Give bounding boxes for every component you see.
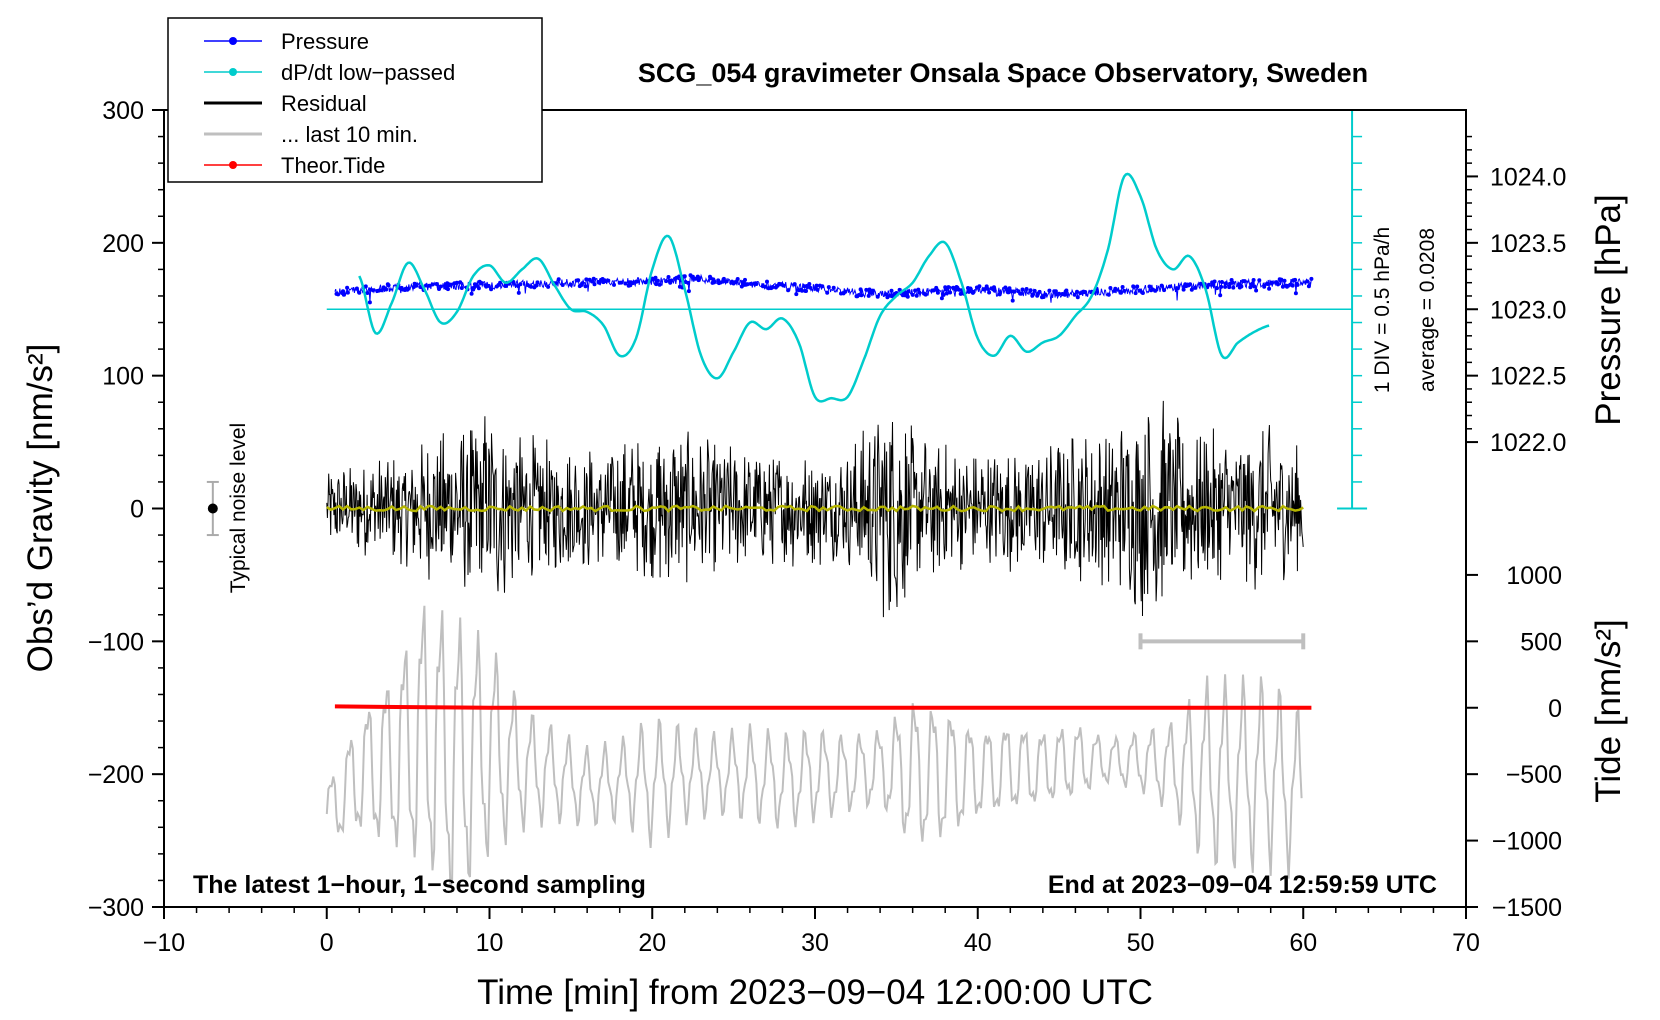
tide-series-layer: [334, 704, 1312, 710]
pressure-tick-label: 1022.0: [1490, 429, 1566, 457]
legend: Pressure dP/dt low−passed Residual ... last…: [167, 17, 543, 183]
y-tick-label: −300: [88, 894, 144, 922]
tide-axis-title: Tide [nm/s²]: [1589, 619, 1628, 802]
noise-point: [207, 503, 218, 514]
tide-tick-label: −500: [1506, 761, 1562, 789]
legend-label: Residual: [281, 91, 367, 116]
y-axis-title: Obs’d Gravity [nm/s²]: [21, 344, 60, 673]
annotation-layer: [206, 480, 1306, 650]
x-tick-label: 60: [1289, 929, 1317, 957]
noise-level-label: Typical noise level: [227, 423, 250, 593]
y-tick-label: −200: [88, 761, 144, 789]
chart-title: SCG_054 gravimeter Onsala Space Observat…: [638, 58, 1368, 88]
axes-layer: −10 0 10 20 30 40 50 60 70−300−200−1000100200300…: [88, 97, 1567, 957]
y-tick-label: 0: [130, 496, 144, 524]
x-axis-title: Time [min] from 2023−09−04 12:00:00 UTC: [477, 973, 1153, 1012]
pressure-line: [334, 273, 1312, 303]
pressure-tick-label: 1022.5: [1490, 363, 1566, 391]
y-tick-label: 300: [102, 97, 144, 125]
scale-bar-label: 1 DIV = 0.5 hPa/h: [1371, 227, 1394, 393]
y-tick-label: 100: [102, 363, 144, 391]
tide-tick-label: −1500: [1492, 894, 1562, 922]
dpdt-series-layer: [326, 109, 1368, 510]
legend-label: Pressure: [281, 29, 369, 54]
tide-line: [334, 704, 1312, 710]
residual-line: [326, 400, 1304, 618]
x-tick-label: 20: [638, 929, 666, 957]
tide-tick-label: 0: [1548, 695, 1562, 723]
footer-right-note: End at 2023−09−04 12:59:59 UTC: [1048, 871, 1437, 899]
x-tick-label: −10: [143, 929, 185, 957]
x-tick-label: 70: [1452, 929, 1480, 957]
x-tick-label: 50: [1127, 929, 1155, 957]
residual-smoothed-layer: [326, 504, 1304, 513]
legend-marker: [229, 161, 237, 169]
x-tick-label: 30: [801, 929, 829, 957]
pressure-series-layer: [334, 273, 1314, 305]
pressure-tick-label: 1023.5: [1490, 230, 1566, 258]
legend-label: Theor.Tide: [281, 153, 385, 178]
residual-smoothed-line: [326, 504, 1304, 513]
legend-box: [167, 17, 543, 183]
residual-series-layer: [326, 400, 1304, 618]
legend-label: dP/dt low−passed: [281, 60, 455, 85]
tide-tick-label: 500: [1520, 628, 1562, 656]
legend-label: ... last 10 min.: [281, 122, 418, 147]
footer-left-note: The latest 1−hour, 1−second sampling: [193, 871, 646, 899]
pressure-tick-label: 1024.0: [1490, 163, 1566, 191]
pressure-tick-label: 1023.0: [1490, 296, 1566, 324]
legend-marker: [229, 37, 237, 45]
last10-series-layer: [325, 605, 1303, 887]
y-tick-label: 200: [102, 230, 144, 258]
legend-marker: [229, 68, 237, 76]
x-tick-label: 0: [320, 929, 334, 957]
x-tick-label: 40: [964, 929, 992, 957]
last10-line: [325, 605, 1303, 887]
tide-tick-label: −1000: [1492, 828, 1562, 856]
pressure-axis-title: Pressure [hPa]: [1589, 194, 1628, 426]
dpdt-line: [358, 172, 1270, 403]
average-label: average = 0.0208: [1416, 228, 1439, 392]
x-tick-label: 10: [476, 929, 504, 957]
tide-tick-label: 1000: [1506, 562, 1562, 590]
y-tick-label: −100: [88, 628, 144, 656]
